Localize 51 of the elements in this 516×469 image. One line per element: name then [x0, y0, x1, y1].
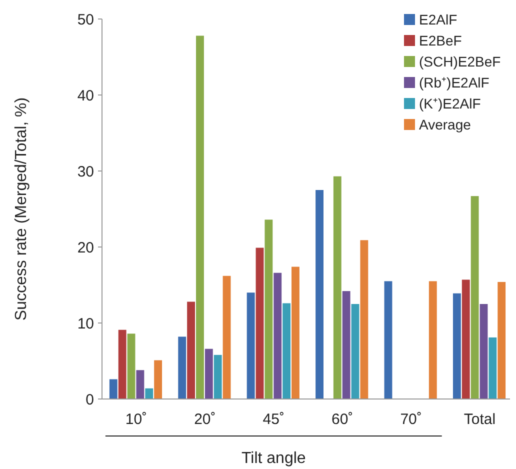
bar: [256, 248, 264, 399]
bar: [316, 190, 324, 399]
bar: [109, 379, 118, 399]
x-tick-label: 70˚: [400, 411, 422, 428]
bar: [384, 281, 392, 399]
bar: [274, 272, 282, 399]
y-tick-label: 40: [77, 87, 94, 104]
y-tick-label: 10: [77, 315, 94, 332]
bar: [351, 304, 360, 399]
bar: [145, 388, 154, 399]
y-axis-title: Success rate (Merged/Total, %): [13, 97, 30, 321]
bar: [127, 334, 136, 399]
y-tick-label: 20: [77, 239, 94, 256]
bar: [498, 282, 506, 399]
bar: [136, 370, 144, 399]
bar: [452, 293, 461, 399]
legend-label: Average: [419, 116, 472, 132]
bar: [462, 280, 470, 399]
bar: [470, 196, 479, 399]
bar: [333, 176, 342, 399]
legend-label: (Rb⁺)E2AlF: [419, 74, 490, 90]
legend-label: E2BeF: [419, 32, 462, 48]
bar: [118, 330, 126, 399]
bar: [246, 292, 255, 399]
x-tick-label: 10˚: [125, 411, 148, 428]
x-axis-title: Tilt angle: [241, 450, 306, 467]
bar: [282, 303, 291, 399]
bar: [154, 360, 162, 399]
legend-label: E2AlF: [419, 11, 458, 28]
y-tick-label: 30: [77, 163, 94, 180]
x-tick-label: 45˚: [262, 411, 284, 428]
bar: [488, 337, 497, 399]
bar: [428, 281, 437, 399]
bar: [196, 36, 204, 399]
bar: [178, 336, 186, 399]
bar: [222, 276, 231, 399]
x-tick-label: Total: [464, 411, 496, 428]
bar: [204, 348, 213, 399]
bar: [292, 266, 300, 399]
x-tick-label: 20˚: [194, 411, 216, 428]
bar: [360, 240, 368, 399]
x-tick-label: 60˚: [332, 411, 354, 428]
bar: [187, 302, 196, 399]
bar: [342, 291, 350, 399]
legend-label: (SCH)E2BeF: [419, 53, 501, 70]
legend-label: (K⁺)E2AlF: [419, 95, 481, 112]
y-tick-label: 50: [77, 11, 94, 28]
bar: [480, 304, 488, 399]
bar: [264, 220, 273, 399]
bar: [214, 354, 222, 399]
y-tick-label: 0: [86, 391, 94, 408]
